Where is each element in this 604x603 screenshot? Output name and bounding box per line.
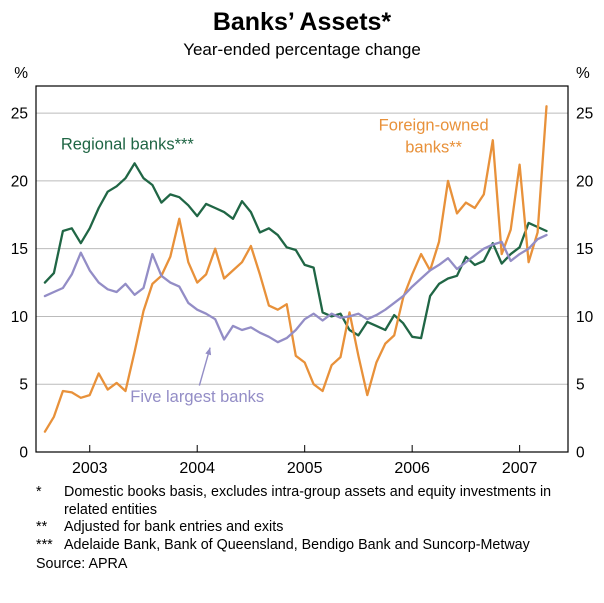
footnote-1: * Domestic books basis, excludes intra-g… bbox=[36, 484, 588, 519]
x-axis-tick-label: 2005 bbox=[287, 460, 323, 477]
footnote-marker: ** bbox=[36, 519, 48, 536]
series-label: Foreign-owned bbox=[379, 117, 489, 135]
y-axis-tick-label-left: 15 bbox=[11, 241, 28, 258]
y-axis-tick-label-right: 20 bbox=[576, 173, 594, 190]
y-axis-tick-label-right: 0 bbox=[576, 445, 585, 462]
source-line: Source: APRA bbox=[36, 555, 128, 572]
chart-svg: 0 0 5 5 10 10 15 15 20 20 25 25% % 2003 2004 2005 2006 20… bbox=[11, 65, 594, 477]
footnote-3: *** Adelaide Bank, Bank of Queensland, B… bbox=[36, 537, 588, 555]
y-axis-tick-label-left: 25 bbox=[11, 106, 28, 123]
series-line-five-largest-banks bbox=[43, 233, 548, 344]
x-axis-tick-label: 2003 bbox=[72, 460, 108, 477]
chart-title: Banks’ Assets* bbox=[212, 8, 392, 36]
footnote-marker: *** bbox=[36, 537, 53, 554]
footnote-text: Adjusted for bank entries and exits bbox=[64, 519, 284, 536]
x-axis-tick-label: 2007 bbox=[502, 460, 538, 477]
x-axis-tick-label: 2006 bbox=[394, 460, 430, 477]
series-label: Regional banks*** bbox=[61, 136, 195, 154]
footnotes: * Domestic books basis, excludes intra-g… bbox=[36, 484, 588, 574]
y-axis-tick-label-left: 20 bbox=[11, 173, 29, 190]
y-axis-unit-left: % bbox=[14, 65, 28, 82]
y-axis-tick-label-left: 0 bbox=[19, 445, 28, 462]
series-label: Five largest banks bbox=[130, 388, 264, 406]
label-pointer-arrowhead bbox=[205, 347, 212, 356]
y-axis-tick-label-right: 25 bbox=[576, 106, 593, 123]
y-axis-tick-label-left: 10 bbox=[11, 309, 29, 326]
y-axis-tick-label-right: 10 bbox=[576, 309, 594, 326]
y-axis-tick-label-right: 5 bbox=[576, 377, 585, 394]
footnote-marker: * bbox=[36, 484, 42, 500]
footnote-text: Domestic books basis, excludes intra-gro… bbox=[64, 484, 552, 518]
series-label: banks** bbox=[405, 138, 462, 156]
y-axis-tick-label-right: 15 bbox=[576, 241, 593, 258]
series-line-foreign-owned-banks bbox=[43, 105, 548, 433]
y-axis-unit-right: % bbox=[576, 65, 590, 82]
series-line-regional-banks bbox=[43, 162, 548, 340]
chart-subtitle: Year-ended percentage change bbox=[183, 40, 421, 59]
footnote-2: ** Adjusted for bank entries and exits bbox=[36, 519, 588, 537]
footnote-text: Adelaide Bank, Bank of Queensland, Bendi… bbox=[64, 537, 530, 554]
plot-border bbox=[35, 85, 569, 453]
x-axis-tick-label: 2004 bbox=[179, 460, 215, 477]
y-axis-tick-label-left: 5 bbox=[19, 377, 28, 394]
